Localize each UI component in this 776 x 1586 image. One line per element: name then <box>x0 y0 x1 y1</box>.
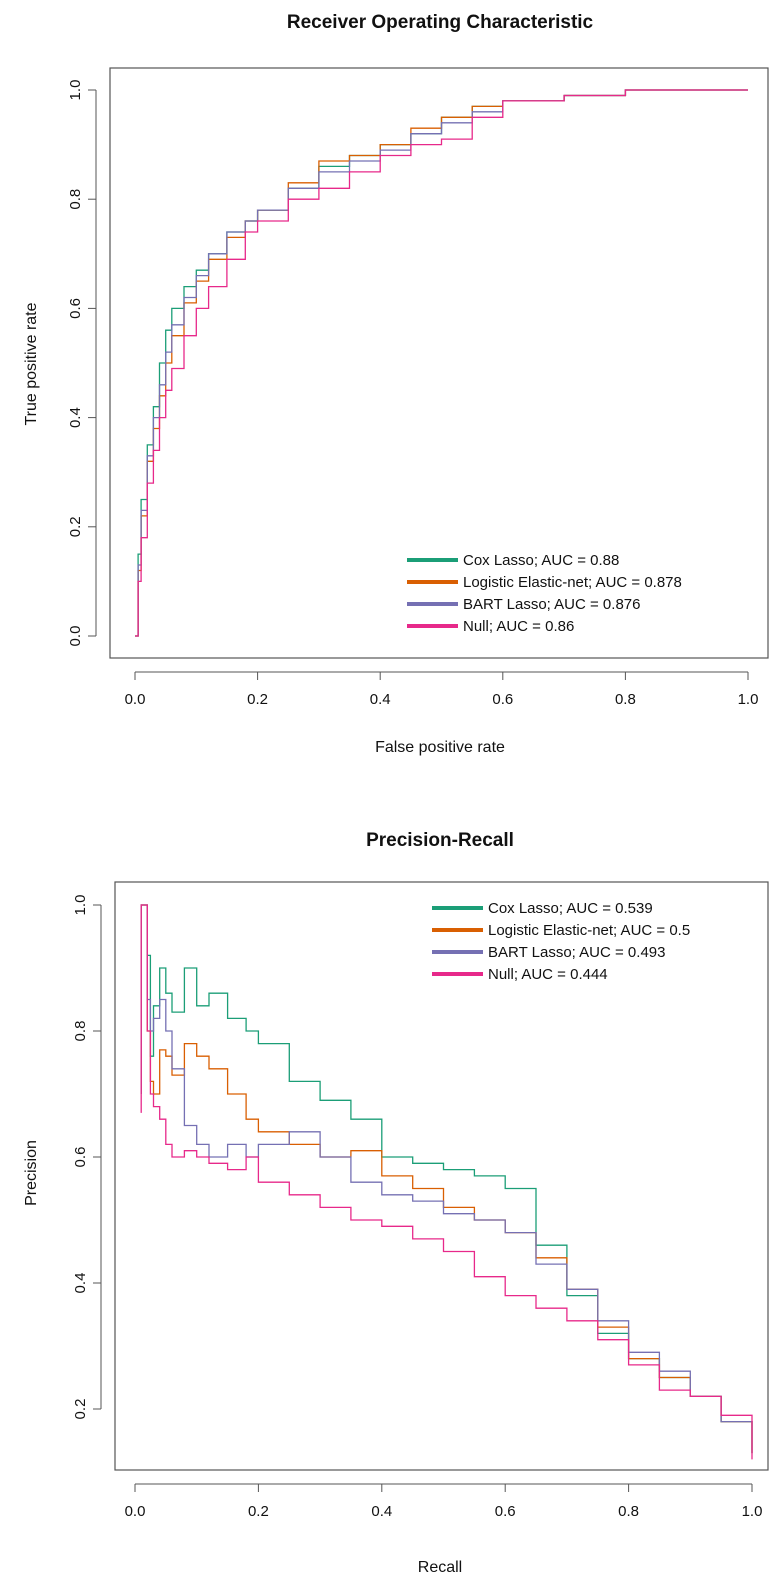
pr-x-tick-label: 0.0 <box>125 1503 146 1520</box>
roc-series-line-logistic <box>135 89 748 637</box>
pr-legend-label-bart: BART Lasso; AUC = 0.493 <box>488 944 665 961</box>
roc-x-tick-label: 0.0 <box>125 691 146 708</box>
pr-y-tick-label: 0.8 <box>72 1021 89 1042</box>
roc-title: Receiver Operating Characteristic <box>287 12 594 33</box>
roc-legend-label-logistic: Logistic Elastic-net; AUC = 0.878 <box>463 574 682 591</box>
roc-series-line-bart <box>135 89 748 637</box>
roc-legend-label-cox: Cox Lasso; AUC = 0.88 <box>463 552 619 569</box>
pr-plot-frame <box>114 881 769 1471</box>
pr-x-axis-label: Recall <box>418 1559 462 1576</box>
pr-series-line-cox <box>140 904 753 1454</box>
roc-legend-label-bart: BART Lasso; AUC = 0.876 <box>463 596 640 613</box>
pr-x-tick-label: 0.2 <box>248 1503 269 1520</box>
pr-x-tick-label: 0.8 <box>618 1503 639 1520</box>
pr-legend-label-cox: Cox Lasso; AUC = 0.539 <box>488 900 653 917</box>
roc-x-tick-label: 1.0 <box>738 691 759 708</box>
pr-x-tick-label: 0.4 <box>371 1503 392 1520</box>
pr-series-line-null <box>140 904 753 1460</box>
pr-title: Precision-Recall <box>366 830 514 851</box>
pr-legend-label-logistic: Logistic Elastic-net; AUC = 0.5 <box>488 922 690 939</box>
pr-x-tick-label: 1.0 <box>742 1503 763 1520</box>
roc-x-axis-label: False positive rate <box>375 739 505 756</box>
pr-y-axis-label: Precision <box>23 1140 40 1206</box>
roc-x-tick-label: 0.4 <box>370 691 391 708</box>
roc-plot-frame <box>109 67 769 659</box>
roc-y-axis-label: True positive rate <box>23 302 40 425</box>
roc-series-line-null <box>135 89 748 637</box>
roc-y-tick-label: 0.6 <box>67 298 84 319</box>
pr-y-tick-label: 0.4 <box>72 1273 89 1294</box>
pr-chart: Precision-Recall Recall Precision 0.0 0.2… <box>23 830 769 1576</box>
pr-y-tick-label: 0.2 <box>72 1399 89 1420</box>
roc-x-tick-label: 0.6 <box>492 691 513 708</box>
roc-y-tick-label: 0.8 <box>67 189 84 210</box>
pr-y-tick-label: 0.6 <box>72 1147 89 1168</box>
pr-x-tick-label: 0.6 <box>495 1503 516 1520</box>
roc-y-tick-label: 0.2 <box>67 516 84 537</box>
roc-chart: Receiver Operating Characteristic False … <box>23 12 769 756</box>
roc-legend-label-null: Null; AUC = 0.86 <box>463 618 574 635</box>
pr-y-tick-label: 1.0 <box>72 895 89 916</box>
roc-x-tick-label: 0.8 <box>615 691 636 708</box>
roc-y-tick-label: 1.0 <box>67 80 84 101</box>
pr-legend-label-null: Null; AUC = 0.444 <box>488 966 608 983</box>
roc-y-tick-label: 0.0 <box>67 626 84 647</box>
roc-x-tick-label: 0.2 <box>247 691 268 708</box>
pr-series-line-bart <box>140 904 753 1454</box>
roc-y-tick-label: 0.4 <box>67 407 84 428</box>
roc-series-line-cox <box>135 89 748 637</box>
